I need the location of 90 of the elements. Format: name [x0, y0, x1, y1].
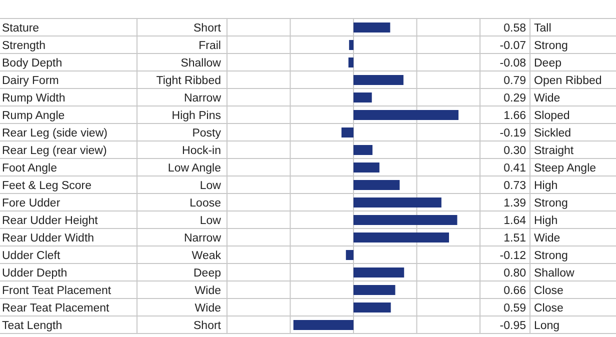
text: Sloped: [534, 110, 570, 122]
text: Wide: [194, 284, 221, 297]
bar: [354, 198, 442, 208]
y-tick-label: Body Depth: [2, 57, 62, 70]
bar: [354, 180, 400, 190]
y-tick-label: Rear Udder Width: [2, 232, 94, 244]
bar: [354, 285, 396, 295]
y-tick-label: Strength: [2, 40, 46, 52]
text: Short: [194, 22, 222, 34]
text: High: [534, 180, 558, 192]
y-tick-label: Teat Length: [2, 320, 62, 332]
text: Loose: [190, 197, 221, 210]
data-label: 1.64: [504, 214, 527, 227]
data-label: 0.30: [504, 144, 526, 157]
text: Wide: [534, 232, 560, 244]
text: Sickled: [534, 127, 572, 140]
bar: [346, 250, 354, 260]
data-label: 0.59: [504, 302, 526, 314]
text: Tight Ribbed: [156, 74, 221, 87]
text: Open Ribbed: [534, 74, 602, 87]
text: Tall: [534, 22, 552, 34]
text: Frail: [198, 40, 221, 52]
text: Posty: [192, 127, 222, 140]
text: Steep Angle: [534, 162, 596, 174]
data-label: -0.12: [500, 250, 526, 262]
text: High: [534, 214, 558, 227]
bar: [354, 215, 458, 225]
bar: [349, 40, 354, 50]
data-label: 0.41: [504, 162, 526, 174]
bar: [341, 128, 354, 138]
data-label: 0.79: [504, 74, 526, 87]
text: Shallow: [534, 267, 575, 280]
data-label: -0.95: [500, 320, 526, 332]
bar: [293, 320, 354, 330]
y-tick-label: Rear Udder Height: [2, 214, 99, 227]
y-tick-label: Rump Angle: [2, 110, 65, 122]
text: Strong: [534, 40, 568, 52]
text: Strong: [534, 250, 568, 262]
text: Low: [200, 180, 222, 192]
text: Hock-in: [182, 144, 221, 157]
data-label: 0.66: [504, 284, 526, 297]
text: Narrow: [184, 92, 222, 104]
y-tick-label: Rump Width: [2, 92, 66, 104]
y-tick-label: Udder Cleft: [2, 250, 61, 262]
bar: [354, 22, 390, 32]
text: Long: [534, 320, 560, 332]
text: Shallow: [180, 57, 222, 70]
bar: [354, 232, 450, 242]
y-tick-label: Rear Leg (rear view): [2, 144, 107, 157]
y-tick-label: Udder Depth: [2, 267, 68, 280]
y-tick-label: Stature: [2, 22, 40, 34]
text: Low Angle: [168, 162, 221, 174]
data-label: 0.58: [504, 22, 526, 34]
bar: [354, 110, 458, 120]
data-label: -0.19: [500, 127, 526, 140]
text: Wide: [194, 302, 221, 314]
text: Narrow: [184, 232, 222, 244]
data-label: 1.39: [504, 197, 526, 210]
bar: [354, 75, 404, 85]
bar: [354, 162, 380, 172]
bar: [354, 302, 391, 312]
data-label: -0.07: [500, 40, 526, 52]
text: Short: [194, 320, 222, 332]
bar: [354, 92, 372, 102]
y-tick-label: Front Teat Placement: [2, 284, 112, 297]
text: Close: [534, 284, 564, 297]
data-label: 0.29: [504, 92, 526, 104]
text: Low: [200, 214, 222, 227]
y-tick-label: Feet & Leg Score: [2, 180, 92, 192]
data-label: 0.73: [504, 180, 526, 192]
data-label: 1.51: [504, 232, 526, 244]
y-tick-label: Rear Leg (side view): [2, 127, 108, 140]
bar: [354, 145, 372, 155]
text: Straight: [534, 144, 574, 157]
text: Wide: [534, 92, 560, 104]
data-label: -0.08: [500, 57, 526, 70]
text: Deep: [194, 267, 221, 280]
y-tick-label: Foot Angle: [2, 162, 57, 174]
text: Weak: [192, 250, 222, 262]
data-label: 1.66: [504, 110, 526, 122]
bar: [354, 268, 404, 278]
text: Close: [534, 302, 564, 314]
text: Strong: [534, 197, 568, 210]
text: Deep: [534, 57, 562, 70]
data-label: 0.80: [504, 267, 526, 280]
y-tick-label: Rear Teat Placement: [2, 302, 110, 314]
y-tick-label: Fore Udder: [2, 197, 60, 210]
bar: [348, 58, 354, 68]
y-tick-label: Dairy Form: [2, 74, 59, 87]
text: High Pins: [172, 110, 222, 122]
